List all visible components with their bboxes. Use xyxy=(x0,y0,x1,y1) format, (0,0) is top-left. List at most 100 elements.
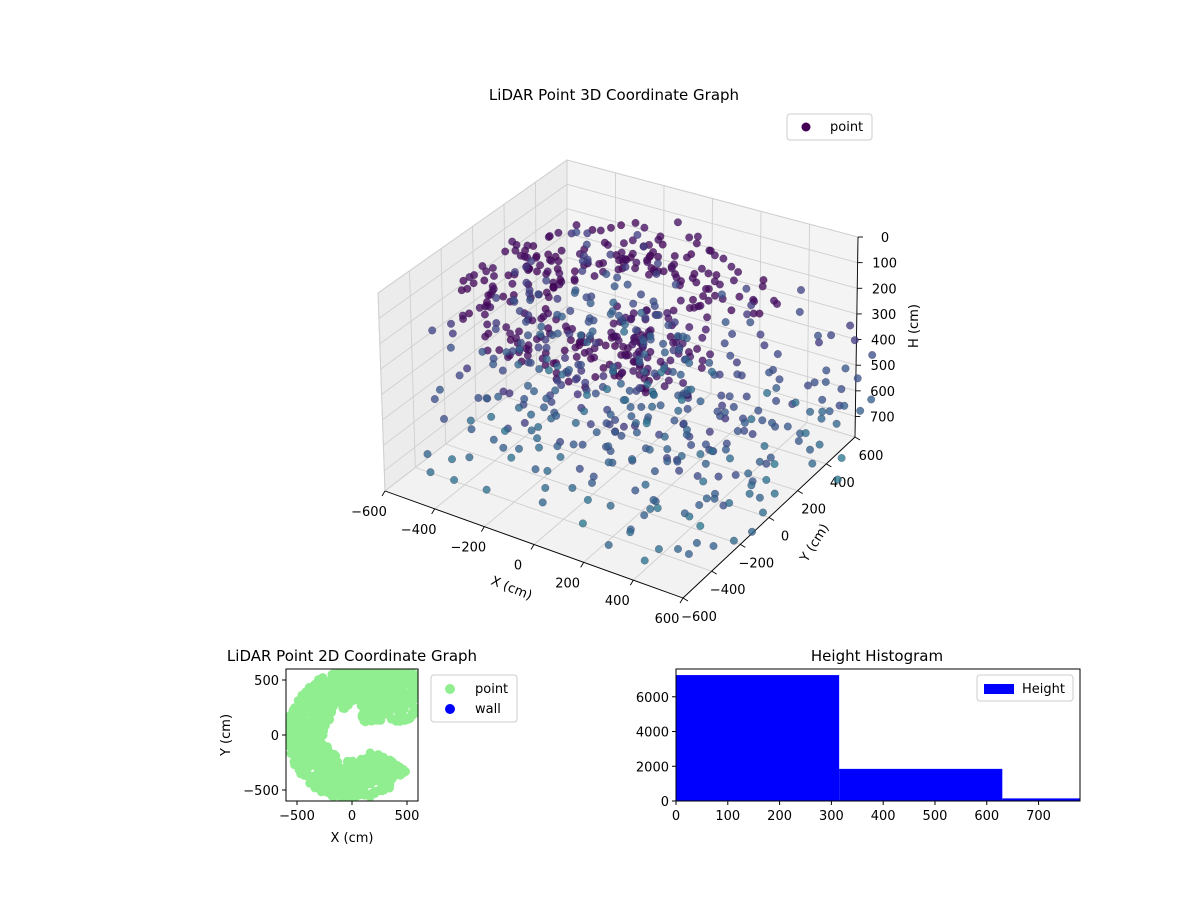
scatter3d-ztick-label: 500 xyxy=(871,359,896,374)
scatter3d-point xyxy=(646,331,655,340)
histogram-bars xyxy=(676,675,1080,801)
scatter3d-point xyxy=(489,284,498,293)
scatter2d-point xyxy=(337,672,347,681)
scatter3d-point xyxy=(706,350,715,359)
scatter3d-ytick-label: 0 xyxy=(781,530,789,545)
scatter3d-point xyxy=(565,329,574,338)
scatter3d-gridline-z xyxy=(382,281,568,421)
scatter3d-point xyxy=(656,401,665,410)
scatter3d-point xyxy=(772,299,782,308)
scatter3d-point xyxy=(725,392,734,401)
scatter3d-point xyxy=(544,366,553,375)
scatter3d-point xyxy=(522,263,531,272)
scatter3d-point xyxy=(534,290,543,299)
scatter3d-point xyxy=(619,342,628,351)
scatter3d-point xyxy=(544,309,553,318)
scatter3d-point xyxy=(818,395,827,404)
scatter2d-point xyxy=(315,773,325,783)
scatter3d-point xyxy=(602,419,611,428)
scatter3d-point xyxy=(833,475,842,484)
histogram-ytick-label: 0 xyxy=(661,795,669,810)
scatter3d-point xyxy=(616,379,625,388)
histogram-xtick-label: 700 xyxy=(1026,809,1051,824)
scatter3d-point xyxy=(712,270,721,280)
scatter3d-point xyxy=(619,239,628,248)
scatter3d-point xyxy=(629,309,638,318)
scatter3d-point xyxy=(509,296,518,305)
scatter3d-point xyxy=(756,330,765,339)
scatter3d-point xyxy=(465,453,474,462)
scatter3d-point xyxy=(675,345,684,354)
scatter3d-point xyxy=(685,323,694,332)
scatter3d-point xyxy=(544,324,553,333)
scatter3d-point xyxy=(631,486,640,495)
scatter2d-point xyxy=(364,680,374,690)
scatter2d-point xyxy=(314,678,324,688)
scatter3d-point xyxy=(626,403,635,412)
scatter3d-gridline-y xyxy=(377,292,386,492)
scatter2d-point xyxy=(329,690,338,700)
scatter3d-point xyxy=(555,269,564,278)
scatter3d-point xyxy=(670,318,679,327)
scatter3d-point xyxy=(560,346,569,355)
histogram-legend-swatch xyxy=(984,684,1014,694)
scatter2d-legend-label-point: point xyxy=(475,682,508,697)
scatter3d-ytick-mark xyxy=(797,490,803,495)
scatter2d-point xyxy=(405,669,415,678)
histogram-xtick-label: 100 xyxy=(715,809,740,824)
scatter3d-point xyxy=(649,495,658,504)
scatter3d-point xyxy=(487,412,496,421)
scatter3d-point xyxy=(515,345,524,354)
scatter3d-point xyxy=(696,450,705,459)
scatter3d-point xyxy=(727,262,736,271)
scatter3d-point xyxy=(511,246,520,255)
scatter3d-point xyxy=(544,250,553,259)
scatter2d-point xyxy=(368,669,378,676)
histogram-title: Height Histogram xyxy=(811,647,943,665)
scatter3d-point xyxy=(534,443,544,452)
scatter3d-point xyxy=(667,264,676,273)
scatter3d-point xyxy=(718,401,727,410)
scatter2d-xtick-label: 0 xyxy=(348,809,356,824)
scatter3d-point xyxy=(573,390,582,399)
scatter3d-point xyxy=(623,280,632,289)
scatter3d-point xyxy=(554,257,563,266)
scatter3d-point xyxy=(532,252,541,261)
scatter3d-point xyxy=(467,425,476,434)
scatter2d-legend-label-wall: wall xyxy=(475,702,501,717)
scatter3d-point xyxy=(699,292,708,301)
scatter3d-point xyxy=(478,347,487,356)
scatter3d-point xyxy=(604,540,613,550)
scatter3d-point xyxy=(631,218,640,227)
scatter2d-point xyxy=(302,727,312,737)
scatter3d-xtick-mark xyxy=(580,562,585,568)
scatter2d-point xyxy=(332,786,342,795)
scatter3d-point xyxy=(626,528,635,537)
scatter3d-point xyxy=(763,388,772,398)
scatter3d-point xyxy=(636,290,646,299)
scatter3d-point xyxy=(701,440,710,449)
scatter3d-point xyxy=(692,239,701,248)
scatter3d-point xyxy=(660,382,669,391)
scatter3d-point xyxy=(586,420,595,429)
scatter3d-point xyxy=(553,294,562,303)
scatter3d-point xyxy=(734,267,743,277)
scatter3d-point xyxy=(701,284,711,293)
scatter3d-point xyxy=(696,397,705,406)
scatter2d-point xyxy=(407,695,417,705)
scatter3d-point xyxy=(783,422,792,431)
histogram-chart: Height Histogram 0 100 200 300 400 500 600 7000… xyxy=(636,647,1081,824)
scatter3d-point xyxy=(664,376,673,385)
scatter3d-point xyxy=(463,364,472,373)
scatter3d-point xyxy=(659,339,668,348)
scatter2d-xtick-label: 500 xyxy=(395,809,420,824)
scatter3d-point xyxy=(498,366,507,375)
scatter3d-point xyxy=(717,391,726,400)
scatter3d-point xyxy=(595,259,604,268)
scatter3d-point xyxy=(586,354,596,363)
scatter3d-gridline-x xyxy=(806,224,810,423)
scatter3d-point xyxy=(523,381,533,390)
scatter2d-ytick-label: 0 xyxy=(271,729,279,744)
histogram-bar xyxy=(676,675,840,801)
